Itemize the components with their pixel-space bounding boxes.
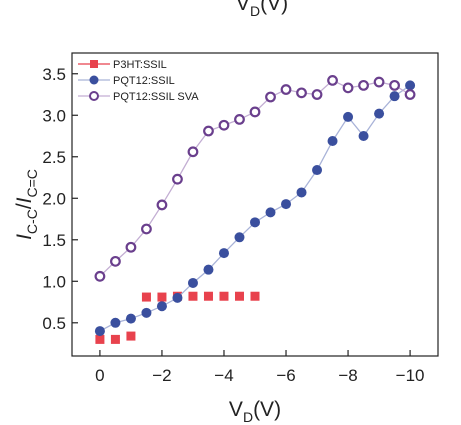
data-point	[188, 291, 198, 301]
data-point	[141, 292, 151, 302]
y-tick-label: 1.0	[42, 272, 66, 291]
legend-label: PQT12:SSIL	[113, 75, 175, 87]
y-tick-label: 3.0	[42, 106, 66, 125]
data-point	[404, 89, 416, 100]
data-point	[250, 217, 260, 228]
y-tick-label: 2.0	[42, 189, 66, 208]
data-point	[373, 76, 385, 88]
series-layer	[94, 74, 416, 344]
data-point	[327, 135, 338, 146]
legend-item: PQT12:SSIL	[78, 75, 175, 87]
legend-marker	[89, 91, 99, 101]
data-point	[218, 248, 229, 259]
data-point	[342, 82, 354, 94]
data-point	[358, 131, 369, 142]
x-tick-label: −6	[276, 366, 295, 385]
data-point	[187, 277, 198, 288]
data-point	[110, 334, 120, 344]
data-point	[125, 313, 136, 324]
data-point	[172, 173, 183, 185]
legend-marker	[89, 75, 99, 85]
x-tick-label: 0	[95, 366, 104, 385]
plot-frame	[71, 52, 439, 357]
x-tick-label: −8	[338, 366, 357, 385]
legend: P3HT:SSIL PQT12:SSIL PQT12:SSIL SVA	[78, 59, 199, 103]
data-point	[389, 91, 400, 102]
data-point	[172, 292, 183, 303]
data-point	[265, 207, 276, 218]
data-point	[219, 291, 229, 301]
data-point	[203, 125, 214, 137]
data-point	[94, 326, 105, 337]
x-axis-title: VD(V)	[229, 398, 281, 425]
data-point	[327, 74, 338, 86]
y-axis-title: IC-C​/IC=C​	[13, 169, 40, 240]
data-point	[374, 108, 385, 119]
data-point	[405, 80, 416, 91]
data-point	[296, 187, 307, 198]
y-tick-label: 0.5	[42, 314, 66, 333]
x-tick-label: −10	[396, 366, 425, 385]
data-point	[234, 291, 244, 301]
data-point	[110, 255, 121, 267]
series-pqt12-ssil-sva	[94, 74, 416, 282]
data-point	[312, 165, 323, 176]
legend-label: P3HT:SSIL	[113, 59, 167, 71]
data-point	[234, 114, 245, 125]
data-point	[94, 270, 106, 282]
data-point	[95, 334, 105, 344]
data-point	[265, 91, 276, 103]
y-tick-label: 2.5	[42, 148, 66, 167]
data-point	[311, 89, 323, 100]
data-point	[203, 264, 214, 275]
data-point	[141, 223, 152, 235]
data-point	[250, 291, 260, 301]
data-point	[218, 119, 230, 131]
legend-label: PQT12:SSIL SVA	[113, 91, 199, 103]
x-tick-label: −4	[214, 366, 233, 385]
ticks-layer: 0 −2 −4 −6 −8 −10 0.5 1.0 1.5 2.0 2.5 3.0 3.5	[42, 65, 424, 385]
legend-item: P3HT:SSIL	[78, 59, 167, 71]
y-tick-label: 3.5	[42, 65, 66, 84]
data-point	[156, 301, 167, 312]
series-pqt12-ssil	[94, 80, 416, 337]
data-point	[187, 146, 199, 158]
data-point	[343, 111, 354, 122]
legend-item: PQT12:SSIL SVA	[78, 91, 199, 103]
data-point	[157, 292, 167, 302]
data-point	[389, 79, 400, 91]
data-point	[296, 87, 307, 99]
data-point	[125, 241, 137, 253]
data-point	[281, 199, 292, 210]
data-point	[249, 106, 261, 118]
data-point	[358, 79, 369, 91]
data-point	[203, 291, 213, 301]
x-tick-label: −2	[152, 366, 171, 385]
data-point	[234, 232, 245, 243]
data-point	[156, 199, 168, 211]
y-tick-label: 1.5	[42, 231, 66, 250]
data-point	[126, 331, 136, 341]
top-cut-label: VD(V)	[236, 0, 288, 19]
data-point	[141, 307, 152, 318]
data-point	[110, 317, 121, 328]
data-point	[280, 84, 292, 95]
legend-marker	[90, 60, 98, 68]
